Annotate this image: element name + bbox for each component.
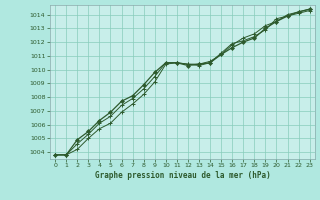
X-axis label: Graphe pression niveau de la mer (hPa): Graphe pression niveau de la mer (hPa) (94, 171, 270, 180)
